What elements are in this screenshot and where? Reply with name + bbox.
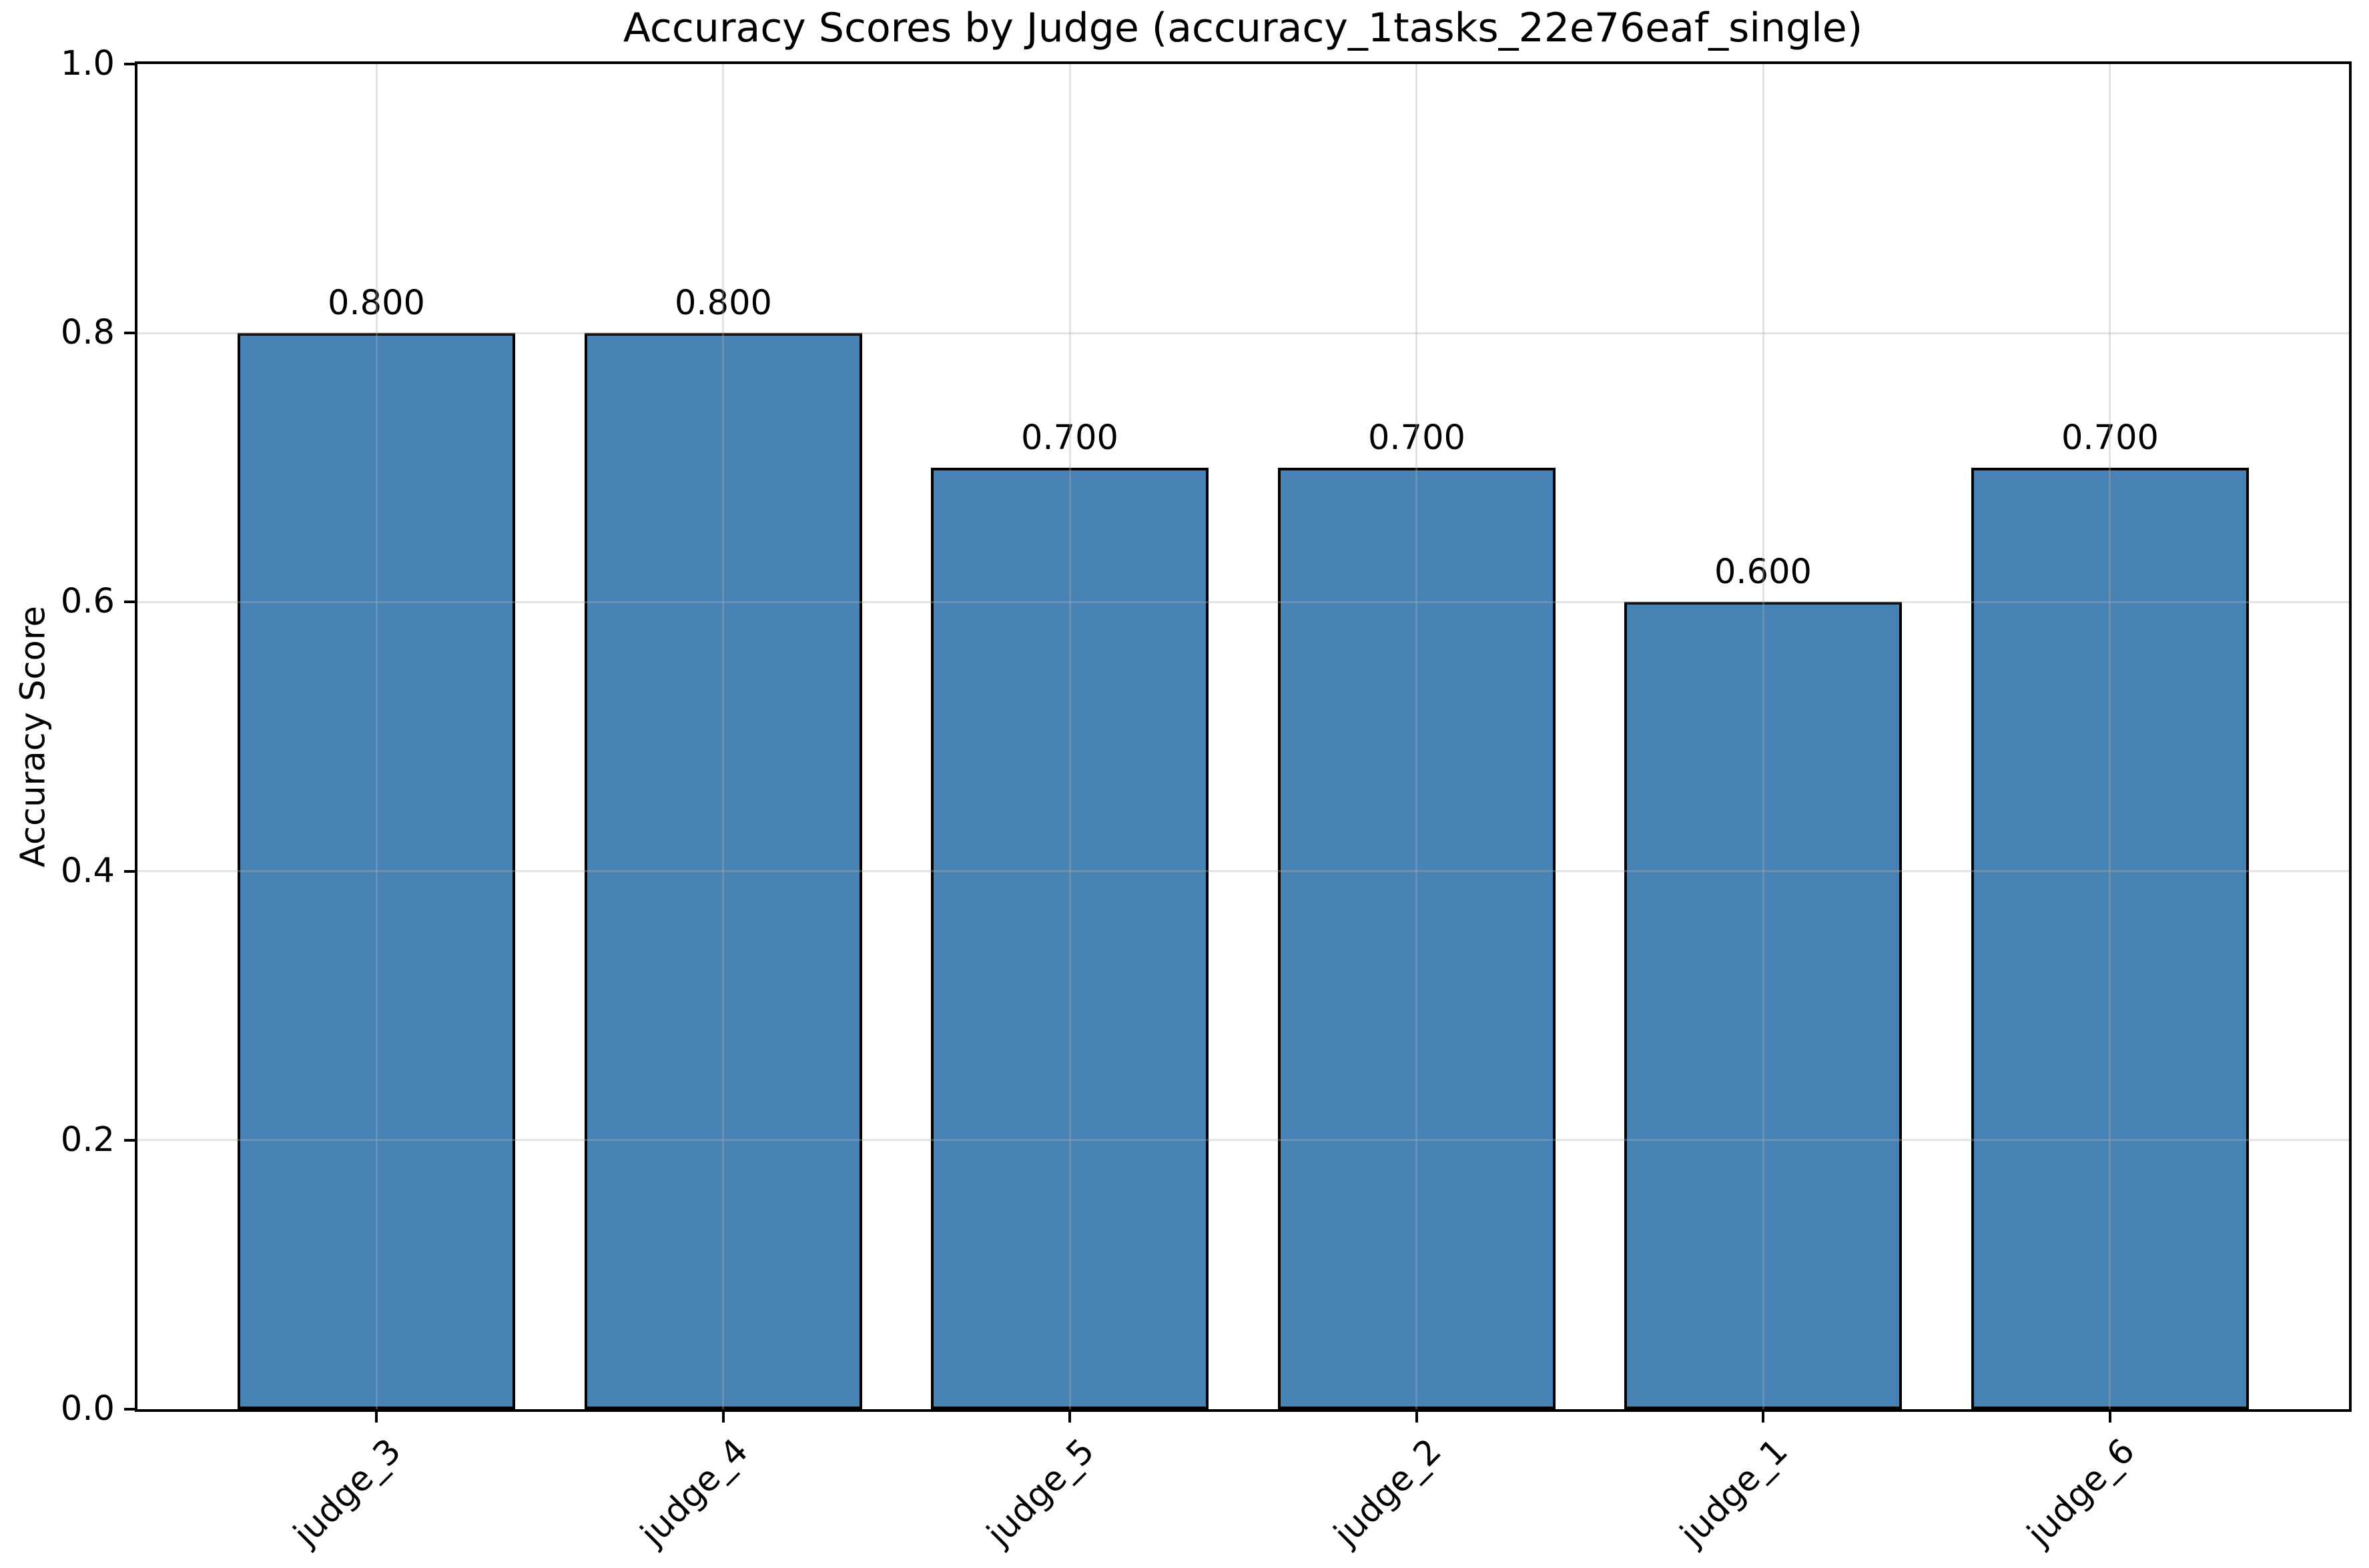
bar-judge_2 — [1278, 468, 1556, 1409]
y-tick-label: 1.0 — [60, 44, 115, 83]
x-tick-label-judge_4: judge_4 — [633, 1431, 757, 1554]
gridline-horizontal — [137, 332, 2349, 334]
y-tick-mark — [124, 870, 135, 873]
bar-value-label: 0.800 — [327, 284, 425, 323]
x-tick-label-judge_3: judge_3 — [286, 1431, 410, 1554]
y-tick-mark — [124, 1139, 135, 1142]
x-tick-label-judge_5: judge_5 — [980, 1431, 1103, 1554]
y-tick-mark — [124, 63, 135, 65]
y-tick-label: 0.4 — [60, 851, 115, 891]
x-tick-label-judge_2: judge_2 — [1327, 1431, 1450, 1554]
gridline-vertical — [1415, 64, 1417, 1409]
x-tick-mark — [1415, 1412, 1418, 1423]
y-tick-label: 0.2 — [60, 1120, 115, 1160]
y-tick-label: 0.8 — [60, 313, 115, 352]
y-tick-mark — [124, 332, 135, 334]
bar-judge_5 — [931, 468, 1209, 1409]
y-tick-label: 0.6 — [60, 582, 115, 621]
x-tick-mark — [2109, 1412, 2111, 1423]
y-tick-label: 0.0 — [60, 1389, 115, 1429]
gridline-horizontal — [137, 870, 2349, 872]
x-tick-mark — [722, 1412, 725, 1423]
bar-judge_4 — [585, 333, 862, 1409]
x-tick-label-judge_6: judge_6 — [2020, 1431, 2143, 1554]
gridline-horizontal — [137, 1139, 2349, 1141]
y-tick-mark — [124, 601, 135, 603]
bar-value-label: 0.600 — [1714, 552, 1812, 592]
bar-judge_6 — [1971, 468, 2249, 1409]
x-tick-label-judge_1: judge_1 — [1673, 1431, 1796, 1554]
x-tick-mark — [1068, 1412, 1071, 1423]
bar-judge_3 — [238, 333, 515, 1409]
gridline-vertical — [1762, 64, 1764, 1409]
gridline-horizontal — [137, 601, 2349, 603]
bar-judge_1 — [1624, 602, 1902, 1409]
gridline-vertical — [376, 64, 378, 1409]
y-axis-label: Accuracy Score — [13, 606, 53, 867]
chart-title: Accuracy Scores by Judge (accuracy_1task… — [623, 5, 1863, 51]
bar-value-label: 0.700 — [2061, 418, 2159, 458]
gridline-vertical — [1069, 64, 1071, 1409]
bar-value-label: 0.800 — [674, 284, 772, 323]
x-tick-mark — [1762, 1412, 1764, 1423]
plot-area: 0.800 0.800 0.700 0.700 0.600 0.700 — [137, 64, 2349, 1409]
bar-value-label: 0.700 — [1367, 418, 1465, 458]
y-tick-mark — [124, 1408, 135, 1411]
gridline-vertical — [722, 64, 724, 1409]
x-tick-mark — [375, 1412, 378, 1423]
bar-value-label: 0.700 — [1020, 418, 1118, 458]
gridline-vertical — [2109, 64, 2111, 1409]
